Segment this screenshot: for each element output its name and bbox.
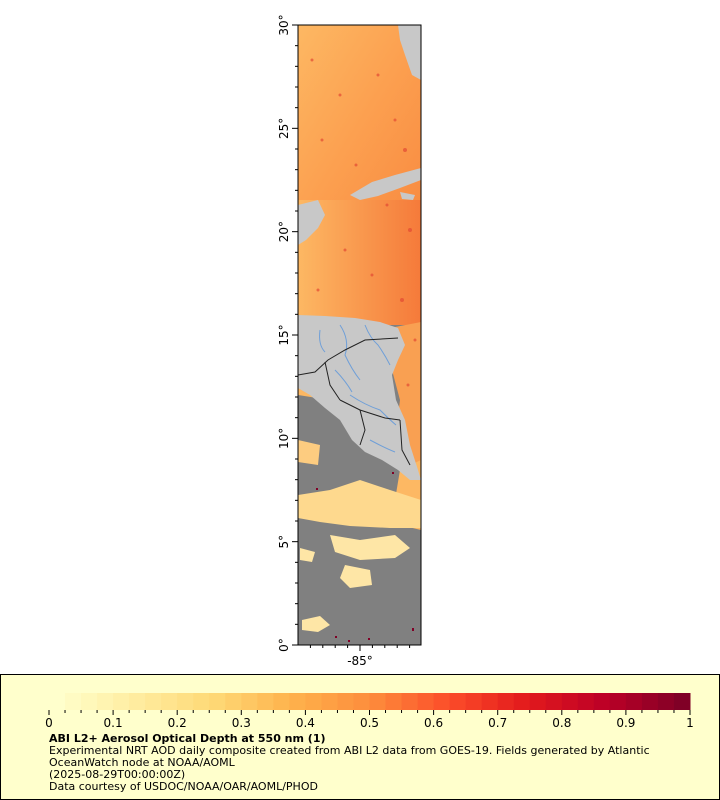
aod-band-itcz (298, 480, 421, 528)
colorbar-cell (49, 693, 66, 710)
colorbar-cell (657, 693, 675, 710)
colorbar-cell (529, 693, 547, 710)
land-florida (398, 25, 421, 80)
colorbar-tick-label: 0.8 (552, 716, 571, 730)
colorbar-cell (81, 693, 98, 710)
rivers (319, 324, 397, 453)
colorbar-tick-label: 0.1 (104, 716, 123, 730)
colorbar-cell (369, 693, 387, 710)
colorbar-cell (97, 693, 114, 710)
colorbar-cell (289, 693, 306, 710)
colorbar-cell (273, 693, 290, 710)
colorbar-cell (161, 693, 178, 710)
colorbar-cell (417, 693, 435, 710)
colorbar: 0 0.1 0.2 0.3 0.4 0.5 0.6 0.7 0.8 0.9 1 (45, 693, 694, 730)
colorbar-cell (337, 693, 354, 710)
colorbar-cell (129, 693, 146, 710)
legend-panel: 0 0.1 0.2 0.3 0.4 0.5 0.6 0.7 0.8 0.9 1 ABI L2+ Ae… (0, 674, 720, 800)
lat-tick-label: 5° (277, 535, 291, 549)
colorbar-cell (641, 693, 659, 710)
land-island (400, 192, 415, 200)
colorbar-ticks: 0 0.1 0.2 0.3 0.4 0.5 0.6 0.7 0.8 0.9 1 (45, 710, 694, 730)
colorbar-cell (225, 693, 242, 710)
lat-tick-label: 10° (277, 428, 291, 449)
lat-tick-label: 15° (277, 324, 291, 345)
colorbar-cell (433, 693, 451, 710)
colorbar-cell (593, 693, 611, 710)
colorbar-tick-label: 1 (686, 716, 694, 730)
colorbar-tick-label: 0.9 (616, 716, 635, 730)
high-aod-pixels (316, 472, 414, 642)
colorbar-cell (65, 693, 82, 710)
colorbar-tick-label: 0 (45, 716, 53, 730)
legend-title: ABI L2+ Aerosol Optical Depth at 550 nm … (49, 732, 326, 745)
latitude-axis: 30° 25° 20° 15° 10° 5° 0° (277, 14, 298, 652)
colorbar-cell (241, 693, 258, 710)
legend-time: (2025-08-29T00:00:00Z) (49, 768, 186, 781)
lat-tick-label: 25° (277, 118, 291, 139)
colorbar-tick-label: 0.3 (232, 716, 251, 730)
lat-tick-label: 20° (277, 221, 291, 242)
colorbar-cell (321, 693, 338, 710)
land-central-america (298, 315, 421, 480)
aod-map: 30° 25° 20° 15° 10° 5° 0° -85° (277, 14, 422, 668)
aod-patch-a (298, 440, 320, 465)
colorbar-tick-label: 0.4 (296, 716, 315, 730)
colorbar-cell (385, 693, 403, 710)
colorbar-cell (513, 693, 531, 710)
land-yucatan (298, 200, 325, 245)
colorbar-tick-label: 0.2 (168, 716, 187, 730)
colorbar-cell (353, 693, 370, 710)
legend-credit: Data courtesy of USDOC/NOAA/OAR/AOML/PHO… (49, 780, 318, 793)
colorbar-cell (257, 693, 274, 710)
legend-text: ABI L2+ Aerosol Optical Depth at 550 nm … (49, 733, 689, 793)
colorbar-tick-label: 0.7 (488, 716, 507, 730)
colorbar-cell (113, 693, 130, 710)
colorbar-cell (577, 693, 595, 710)
colorbar-cell (625, 693, 643, 710)
colorbar-tick-label: 0.5 (360, 716, 379, 730)
aod-patch-d (340, 565, 372, 588)
colorbar-cell (449, 693, 467, 710)
country-borders (298, 337, 411, 466)
lat-tick-label: 30° (277, 14, 291, 35)
colorbar-cell (673, 693, 691, 710)
colorbar-cell (497, 693, 515, 710)
aod-patch-c (330, 535, 410, 560)
colorbar-cell (193, 693, 210, 710)
colorbar-cell (561, 693, 579, 710)
colorbar-cell (465, 693, 483, 710)
colorbar-cell (481, 693, 499, 710)
map-field (298, 25, 421, 645)
colorbar-cell (609, 693, 627, 710)
lon-tick-label: -85° (347, 654, 373, 668)
colorbar-cell (305, 693, 322, 710)
colorbar-cells (49, 693, 691, 710)
land-cuba (350, 168, 421, 200)
aod-speckles (310, 58, 417, 387)
aod-patch-e (300, 548, 315, 562)
colorbar-cell (401, 693, 419, 710)
aod-patch-f (302, 616, 330, 632)
colorbar-cell (145, 693, 162, 710)
longitude-axis: -85° (309, 645, 411, 668)
colorbar-tick-label: 0.6 (424, 716, 443, 730)
lat-tick-label: 0° (277, 638, 291, 652)
colorbar-cell (545, 693, 563, 710)
legend-description: Experimental NRT AOD daily composite cre… (49, 744, 654, 769)
colorbar-cell (209, 693, 226, 710)
colorbar-cell (177, 693, 194, 710)
